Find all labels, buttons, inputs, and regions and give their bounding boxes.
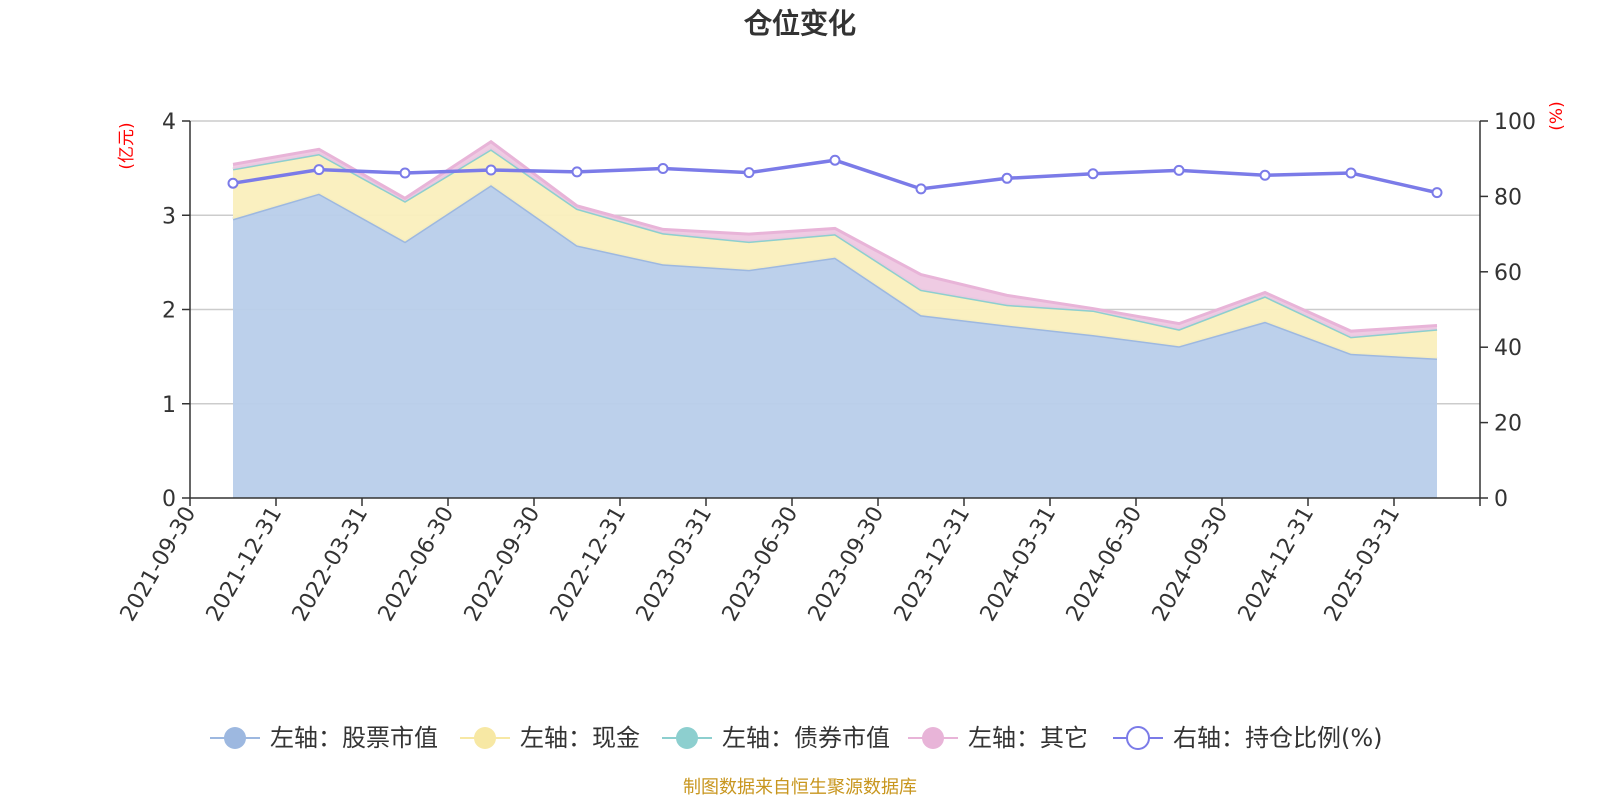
legend-item[interactable]: 左轴：其它 (908, 724, 1088, 752)
chart-title: 仓位变化 (744, 7, 856, 40)
x-tick-label: 2022-09-30 (460, 503, 546, 626)
legend-label: 左轴：债券市值 (722, 724, 890, 752)
legend: 左轴：股票市值 左轴：现金 左轴：债券市值 左轴：其它 右轴：持仓比例(%) (210, 724, 1383, 752)
left-tick-label: 3 (162, 204, 176, 229)
area-左轴：股票市值 (233, 185, 1437, 498)
area-左轴：现金 (233, 149, 1437, 359)
x-tick-label: 2023-03-31 (632, 503, 718, 626)
ratio-point (657, 163, 669, 175)
legend-item[interactable]: 左轴：债券市值 (662, 724, 890, 752)
position-ratio-line (227, 154, 1443, 199)
x-tick-label: 2021-12-31 (202, 503, 288, 626)
right-tick-label: 40 (1494, 336, 1522, 361)
ratio-point (915, 183, 927, 195)
right-tick-label: 20 (1494, 412, 1522, 437)
legend-item[interactable]: 左轴：现金 (460, 724, 640, 752)
left-tick-label: 2 (162, 299, 176, 324)
ratio-point (571, 166, 583, 178)
x-tick-label: 2021-09-30 (116, 503, 202, 626)
legend-label: 左轴：其它 (968, 724, 1088, 752)
legend-label: 左轴：股票市值 (270, 724, 438, 752)
x-tick-label: 2022-06-30 (374, 503, 460, 626)
source-note: 制图数据来自恒生聚源数据库 (683, 777, 917, 798)
ratio-point (743, 167, 755, 179)
x-tick-label: 2024-09-30 (1148, 503, 1234, 626)
ratio-point (227, 177, 239, 189)
stacked-areas (232, 139, 1438, 498)
x-tick-label: 2023-06-30 (718, 503, 804, 626)
legend-marker-icon (1126, 726, 1150, 750)
right-axis-unit: (%) (1547, 101, 1567, 130)
x-tick-label: 2024-06-30 (1062, 503, 1148, 626)
x-tick-label: 2024-12-31 (1234, 503, 1320, 626)
ratio-point (1259, 169, 1271, 181)
ratio-point (313, 164, 325, 176)
left-tick-label: 4 (162, 110, 176, 135)
ratio-point (1001, 172, 1013, 184)
legend-marker-icon (224, 727, 246, 749)
ratio-point (1087, 168, 1099, 180)
right-tick-label: 60 (1494, 261, 1522, 286)
ratio-point (1173, 164, 1185, 176)
left-tick-label: 1 (162, 393, 176, 418)
legend-label: 左轴：现金 (520, 724, 640, 752)
ratio-point (829, 154, 841, 166)
area-edge-左轴：其它 (232, 139, 1438, 333)
right-tick-label: 80 (1494, 185, 1522, 210)
legend-marker-icon (922, 727, 944, 749)
left-tick-label: 0 (162, 487, 176, 512)
x-tick-label: 2023-09-30 (804, 503, 890, 626)
ratio-point (1431, 187, 1443, 199)
ratio-point (1345, 167, 1357, 179)
legend-marker-icon (474, 727, 496, 749)
legend-item[interactable]: 左轴：股票市值 (210, 724, 438, 752)
legend-label: 右轴：持仓比例(%) (1173, 724, 1383, 752)
right-tick-label: 100 (1494, 110, 1536, 135)
right-tick-label: 0 (1494, 487, 1508, 512)
legend-item[interactable]: 右轴：持仓比例(%) (1113, 724, 1383, 752)
ratio-point (399, 167, 411, 179)
x-tick-label: 2025-03-31 (1320, 503, 1406, 626)
left-axis-unit: (亿元) (117, 122, 137, 169)
x-tick-label: 2024-03-31 (976, 503, 1062, 626)
x-tick-label: 2023-12-31 (890, 503, 976, 626)
legend-marker-icon (676, 727, 698, 749)
x-tick-label: 2022-12-31 (546, 503, 632, 626)
x-tick-label: 2022-03-31 (288, 503, 374, 626)
ratio-point (485, 164, 497, 176)
